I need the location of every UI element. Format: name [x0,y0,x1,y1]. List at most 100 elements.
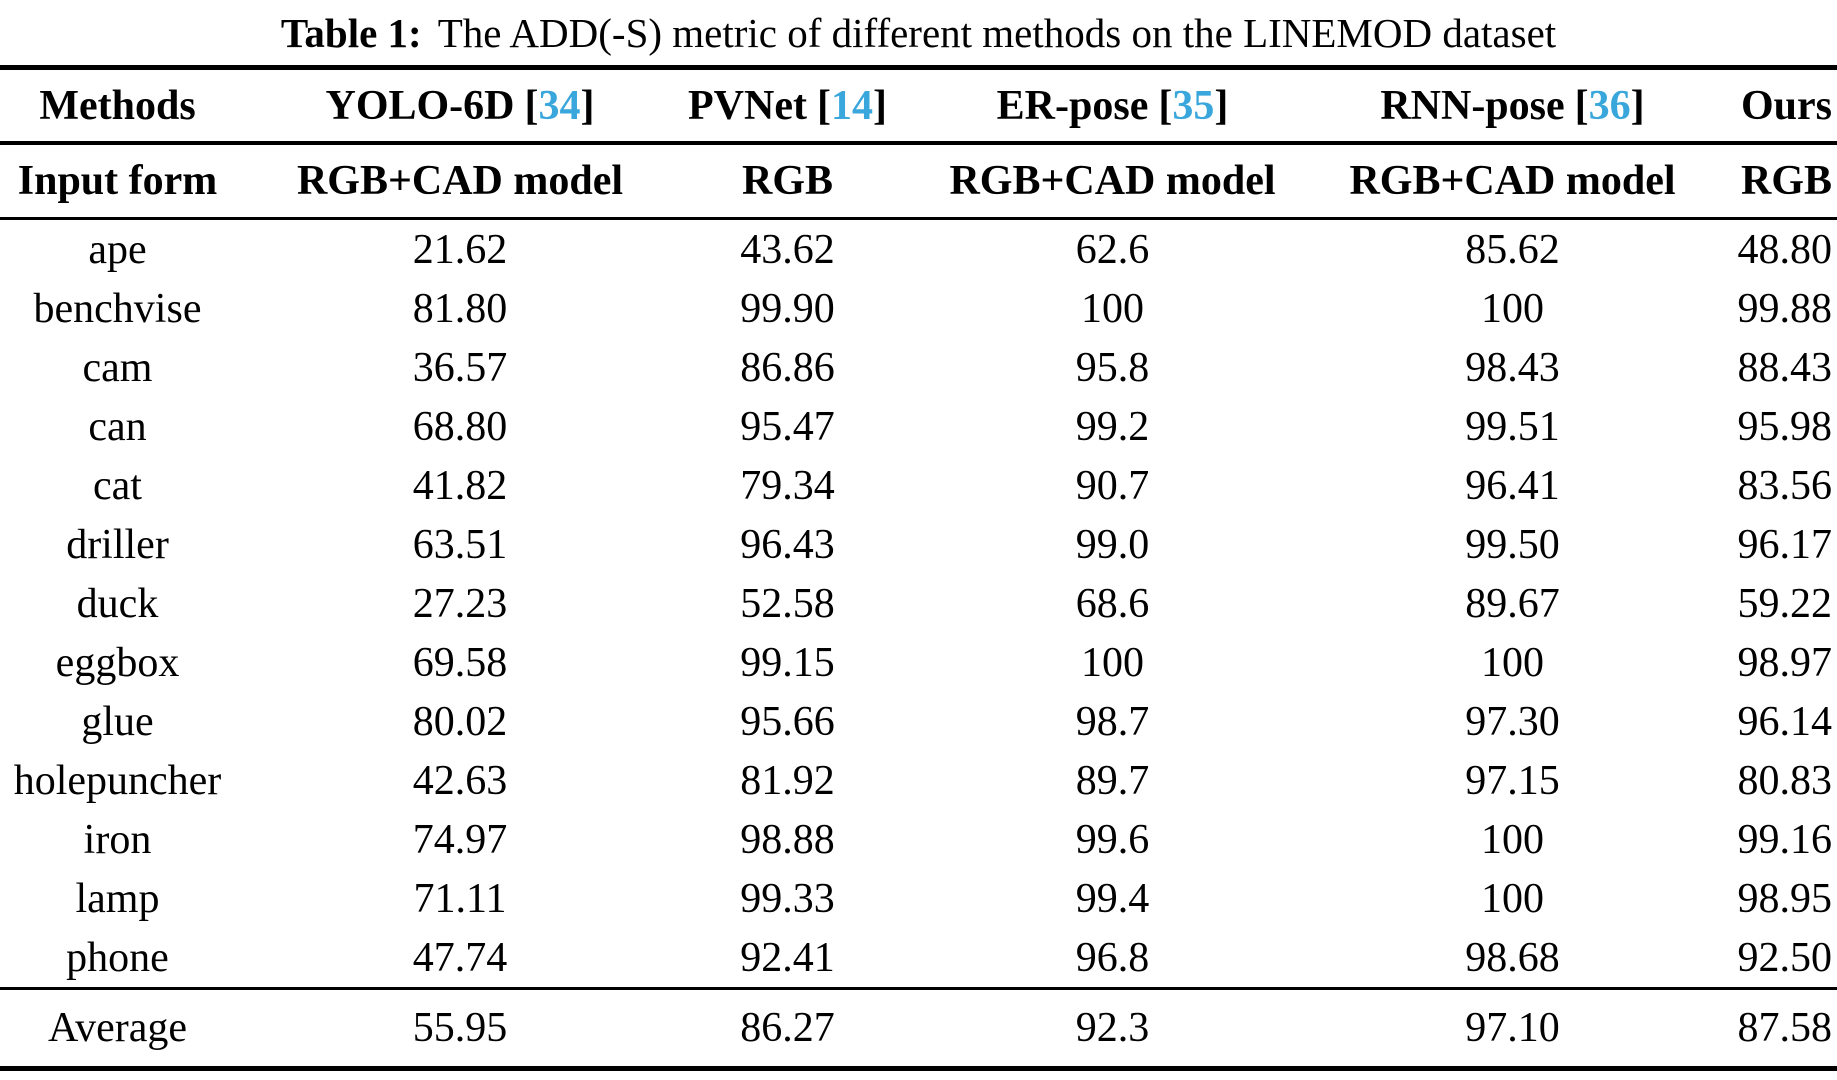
object-name: can [88,403,147,450]
average-value: 55.95 [412,1005,508,1051]
object-name: benchvise [33,285,202,332]
bracket-close: ] [580,82,595,129]
object-name: holepuncher [13,757,222,804]
average-label: Average [47,1005,188,1051]
metric-value: 98.43 [1465,344,1560,391]
metric-value: 90.7 [1075,462,1150,509]
metric-value: 80.02 [412,698,508,745]
metric-value: 43.62 [740,226,835,273]
object-name: eggbox [55,639,180,686]
citation-ref: 14 [830,82,873,129]
metric-value: 96.17 [1737,521,1833,568]
metric-value: 96.8 [890,928,1335,990]
metric-value: 99.88 [1737,285,1833,332]
table-row: ape 21.62 43.62 62.6 85.62 48.80 [0,219,1837,280]
input-form-cell: RGB+CAD model [235,143,685,220]
method-column-header: YOLO-6D [34] [235,67,685,145]
table-row: benchvise 81.80 99.90 100 100 99.88 [0,279,1837,338]
citation: [36] [1575,83,1645,129]
metric-value: 100 [1081,285,1144,332]
object-name: cat [93,462,142,509]
metric-value: 99.90 [740,285,835,332]
average-value: 86.27 [740,1005,835,1051]
citation-ref: 36 [1588,82,1631,129]
metric-value: 47.74 [235,928,685,990]
method-name: YOLO-6D [325,82,515,129]
metric-value: 98.7 [1075,698,1150,745]
metric-value: 98.95 [1737,875,1833,922]
table-row: duck 27.23 52.58 68.6 89.67 59.22 [0,574,1837,633]
metric-value: 96.43 [740,521,835,568]
table-caption: Table 1: The ADD(-S) metric of different … [0,0,1837,65]
average-value: 97.10 [1465,1005,1560,1051]
metric-value: 99.51 [1465,403,1560,450]
table-row: iron 74.97 98.88 99.6 100 99.16 [0,810,1837,869]
methods-header: Methods [0,67,235,145]
metric-value: 100 [1481,816,1544,863]
metric-value: 69.58 [412,639,508,686]
method-column-header-ours: Ours [1690,67,1837,145]
metric-value: 99.0 [1075,521,1150,568]
bracket-close: ] [1214,82,1229,129]
bracket-open: [ [1158,82,1173,129]
method-name: PVNet [688,82,807,129]
table-row: phone 47.74 92.41 96.8 98.68 92.50 [0,928,1837,990]
metric-value: 36.57 [412,344,508,391]
metric-value: 95.8 [1075,344,1150,391]
table-row: driller 63.51 96.43 99.0 99.50 96.17 [0,515,1837,574]
average-value: 87.58 [1737,1005,1833,1051]
bracket-open: [ [524,82,539,129]
object-name: iron [83,816,152,863]
metric-value: 41.82 [412,462,508,509]
method-column-header: RNN-pose [36] [1335,67,1690,145]
metric-value: 79.34 [740,462,835,509]
input-form-cell: RGB [1690,143,1837,220]
metric-value: 99.15 [740,639,835,686]
citation: [34] [525,83,595,129]
metric-value: 96.14 [1737,698,1833,745]
metric-value: 71.11 [413,875,507,922]
metric-value: 88.43 [1737,344,1833,391]
object-name: glue [81,698,154,745]
metric-value: 95.98 [1737,403,1833,450]
method-column-header: ER-pose [35] [890,67,1335,145]
object-name: phone [0,928,235,990]
metric-value: 95.47 [740,403,835,450]
object-name: ape [88,226,147,273]
metric-value: 99.50 [1465,521,1560,568]
metric-value: 83.56 [1737,462,1833,509]
metric-value: 98.68 [1335,928,1690,990]
table-row: cat 41.82 79.34 90.7 96.41 83.56 [0,456,1837,515]
input-form-cell: RGB [685,143,890,220]
metric-value: 89.7 [1075,757,1150,804]
input-form-cell: RGB+CAD model [890,143,1335,220]
methods-header-row: Methods YOLO-6D [34] PVNet [14] ER-pose [35… [0,67,1837,145]
results-table: Methods YOLO-6D [34] PVNet [14] ER-pose [35… [0,65,1837,1071]
metric-value: 48.80 [1737,226,1833,273]
metric-value: 92.50 [1690,928,1837,990]
metric-value: 98.97 [1737,639,1833,686]
metric-value: 68.6 [1075,580,1150,627]
metric-value: 62.6 [1075,226,1150,273]
table-row: cam 36.57 86.86 95.8 98.43 88.43 [0,338,1837,397]
metric-value: 95.66 [740,698,835,745]
average-value: 92.3 [1075,1005,1150,1051]
metric-value: 96.41 [1465,462,1560,509]
metric-value: 100 [1481,639,1544,686]
metric-value: 99.16 [1737,816,1833,863]
object-name: duck [76,580,159,627]
metric-value: 85.62 [1465,226,1560,273]
metric-value: 99.4 [1075,875,1150,922]
citation-ref: 35 [1172,82,1215,129]
object-name: lamp [75,875,160,922]
table-row: eggbox 69.58 99.15 100 100 98.97 [0,633,1837,692]
metric-value: 74.97 [412,816,508,863]
bracket-close: ] [1630,82,1645,129]
metric-value: 86.86 [740,344,835,391]
metric-value: 42.63 [412,757,508,804]
object-name: driller [66,521,169,568]
metric-value: 59.22 [1737,580,1833,627]
table-caption-text: The ADD(-S) metric of different methods … [437,10,1557,56]
citation: [35] [1158,83,1228,129]
